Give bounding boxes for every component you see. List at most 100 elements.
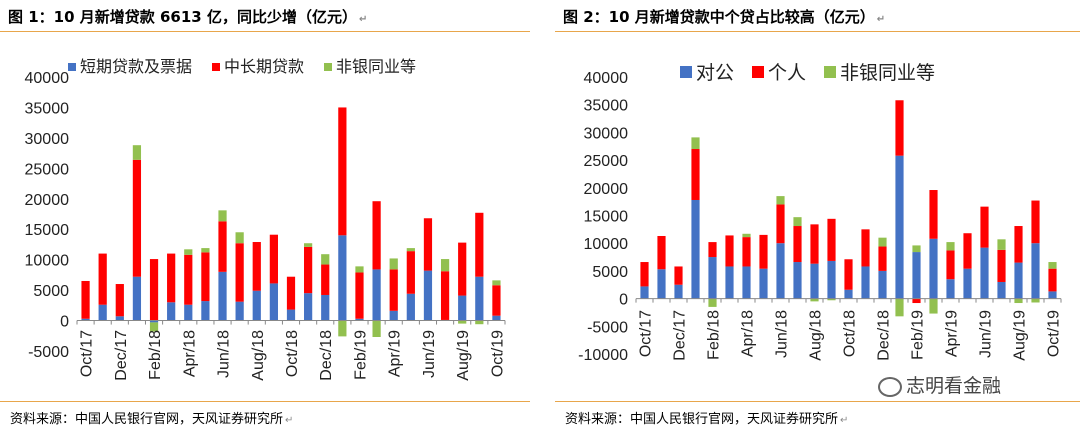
- left-figure-panel: 图 1：10 月新增贷款 6613 亿，同比少增（亿元） ↵ 资料来源：中国人民银…: [0, 0, 530, 434]
- bar-segment: [776, 204, 785, 244]
- bar-segment: [184, 254, 193, 305]
- bar-segment: [878, 237, 887, 247]
- x-tick-label: Dec/17: [672, 310, 689, 361]
- bar-segment: [657, 269, 666, 299]
- bar-segment: [355, 266, 364, 273]
- x-tick-label: Jun/18: [774, 310, 791, 358]
- bar-segment: [321, 264, 330, 295]
- bar-segment: [912, 252, 921, 299]
- bar-segment: [355, 318, 364, 321]
- bar-segment: [321, 254, 330, 265]
- bar-segment: [458, 242, 467, 296]
- bar-segment: [674, 284, 683, 299]
- bar-segment: [304, 293, 313, 321]
- bar-segment: [492, 315, 501, 321]
- bar-segment: [861, 266, 870, 299]
- x-tick-label: Aug/18: [808, 310, 825, 361]
- bar-segment: [1014, 298, 1023, 304]
- y-tick-label: 35000: [584, 98, 629, 115]
- bar-segment: [861, 229, 870, 267]
- bar-segment: [81, 318, 90, 321]
- bar-segment: [946, 250, 955, 280]
- legend-label: 中长期贷款: [224, 57, 304, 76]
- legend-label: 非银同业等: [336, 57, 416, 76]
- bar-segment: [218, 210, 227, 222]
- y-tick-label: -10000: [578, 347, 628, 364]
- bar-segment: [149, 322, 159, 332]
- source-divider: [0, 401, 530, 402]
- bar-segment: [776, 243, 785, 299]
- y-tick-label: 15000: [25, 222, 70, 239]
- bar-segment: [827, 260, 836, 299]
- bar-segment: [458, 295, 467, 321]
- x-tick-label: Jun/19: [978, 310, 995, 358]
- bar-segment: [492, 285, 501, 316]
- x-tick-label: Oct/19: [1046, 310, 1063, 357]
- bar-segment: [929, 238, 938, 299]
- bar-segment: [321, 294, 330, 321]
- y-tick-label: 35000: [25, 100, 70, 117]
- bar-segment: [167, 253, 176, 303]
- bar-segment: [997, 239, 1006, 250]
- bar-segment: [406, 248, 415, 252]
- x-tick-label: Apr/18: [740, 310, 757, 357]
- x-tick-label: Feb/18: [147, 330, 164, 380]
- legend-swatch: [680, 66, 692, 78]
- source-divider: [555, 401, 1080, 402]
- bar-segment: [389, 258, 398, 270]
- bar-segment: [946, 242, 955, 251]
- bar-segment: [1031, 243, 1040, 299]
- bar-segment: [793, 262, 802, 299]
- bar-segment: [1031, 200, 1040, 244]
- bar-segment: [218, 221, 227, 272]
- bar-segment: [98, 253, 107, 305]
- bar-segment: [1048, 268, 1057, 292]
- x-tick-label: Aug/19: [455, 330, 472, 381]
- bar-segment: [98, 304, 107, 321]
- bar-segment: [269, 234, 278, 284]
- bar-segment: [691, 199, 700, 299]
- y-tick-label: 40000: [584, 70, 629, 87]
- bar-segment: [810, 224, 819, 264]
- x-tick-label: Oct/19: [489, 330, 506, 377]
- bar-segment: [389, 310, 398, 321]
- bar-segment: [115, 316, 124, 321]
- bar-segment: [793, 217, 802, 227]
- paragraph-mark: ↵: [840, 415, 849, 426]
- bar-segment: [980, 206, 989, 248]
- bar-segment: [423, 270, 433, 321]
- bar-segment: [810, 298, 819, 302]
- legend-swatch: [212, 63, 220, 71]
- legend-swatch: [324, 63, 332, 71]
- figure-2-source: 资料来源：中国人民银行官网，天风证券研究所 ↵: [565, 412, 849, 427]
- bar-segment: [201, 252, 210, 302]
- bar-segment: [1048, 262, 1057, 269]
- bar-segment: [81, 280, 90, 319]
- bar-segment: [725, 266, 734, 299]
- y-tick-label: 20000: [584, 181, 629, 198]
- x-tick-label: Oct/18: [842, 310, 859, 357]
- legend-swatch: [824, 66, 836, 78]
- bar-segment: [963, 233, 972, 269]
- bar-segment: [132, 145, 142, 160]
- y-tick-label: 30000: [25, 131, 70, 148]
- legend-label: 短期贷款及票据: [80, 57, 192, 76]
- bar-segment: [372, 269, 381, 321]
- x-tick-label: Jun/19: [421, 330, 438, 378]
- bar-segment: [475, 320, 484, 325]
- x-tick-label: Apr/19: [944, 310, 961, 357]
- bar-segment: [997, 281, 1006, 299]
- bar-segment: [149, 259, 159, 321]
- legend-label: 对公: [696, 62, 734, 84]
- bar-segment: [458, 320, 467, 324]
- bar-segment: [492, 280, 501, 286]
- wechat-icon: [878, 376, 902, 397]
- bar-segment: [115, 284, 124, 317]
- bar-segment: [980, 247, 989, 299]
- legend-label: 个人: [768, 62, 806, 84]
- bar-segment: [184, 304, 193, 321]
- x-tick-label: Feb/19: [352, 330, 369, 380]
- title-divider: [0, 31, 530, 32]
- bar-segment: [372, 320, 381, 337]
